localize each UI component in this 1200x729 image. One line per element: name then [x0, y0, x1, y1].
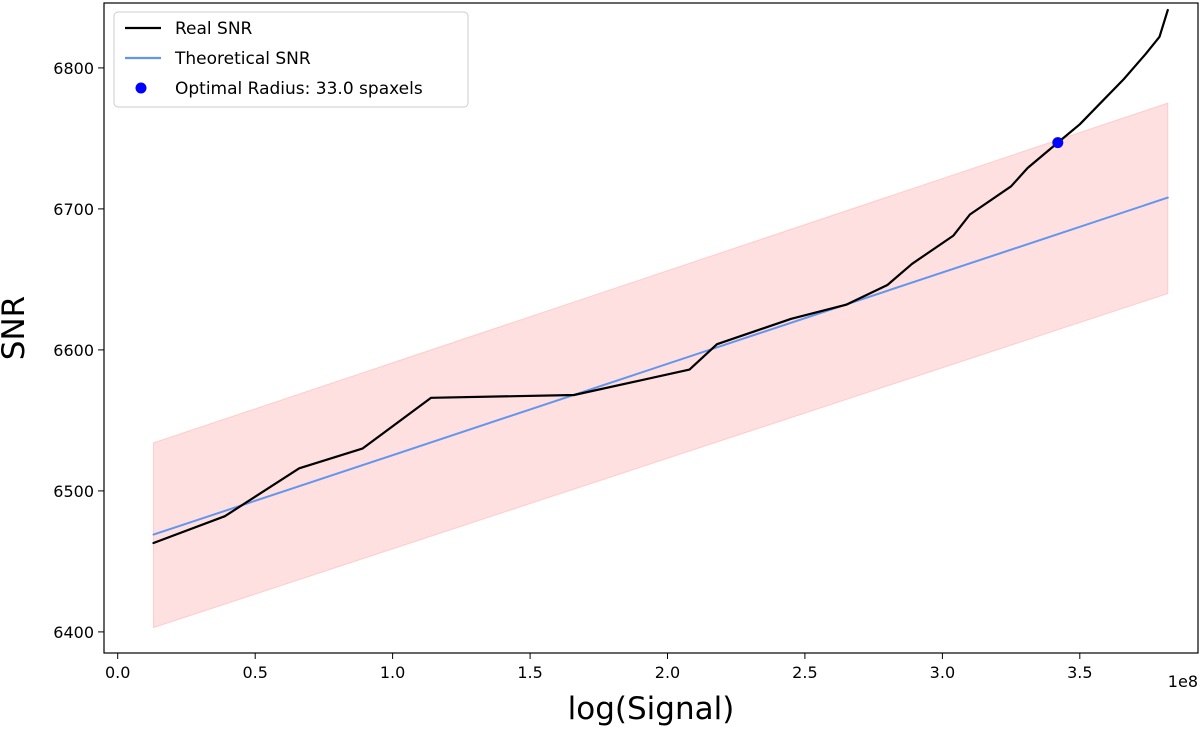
y-axis: 6400 6500 6600 6700 6800: [53, 59, 104, 642]
y-tick-label: 6700: [53, 200, 94, 219]
x-offset-label: 1e8: [1168, 672, 1198, 691]
x-tick-label: 0.0: [105, 663, 130, 682]
legend-real-snr-label: Real SNR: [175, 19, 253, 39]
x-tick-label: 2.5: [792, 663, 817, 682]
y-tick-label: 6600: [53, 341, 94, 360]
y-axis-title: SNR: [0, 296, 32, 360]
x-tick-label: 1.5: [517, 663, 542, 682]
x-tick-label: 1.0: [380, 663, 405, 682]
real-snr-line: [152, 8, 1169, 545]
x-tick-label: 2.0: [655, 663, 680, 682]
y-tick-label: 6500: [53, 482, 94, 501]
legend-theoretical-snr-label: Theoretical SNR: [174, 49, 311, 69]
legend-box: [113, 11, 469, 108]
x-tick-label: 0.5: [242, 663, 267, 682]
y-tick-label: 6800: [53, 59, 94, 78]
theoretical-snr-line: [152, 196, 1169, 536]
plot-data-layer: [152, 8, 1169, 629]
plot-frame: [103, 2, 1199, 654]
x-axis: 0.0 0.5 1.0 1.5 2.0 2.5 3.0 3.5: [105, 653, 1093, 682]
legend: Real SNR Theoretical SNR Optimal Radius:…: [113, 11, 469, 108]
x-tick-label: 3.5: [1067, 663, 1092, 682]
x-tick-label: 3.0: [930, 663, 955, 682]
optimal-radius-point: [1052, 137, 1064, 149]
legend-optimal-radius-label: Optimal Radius: 33.0 spaxels: [175, 79, 423, 99]
y-tick-label: 6400: [53, 623, 94, 642]
legend-optimal-radius-marker: [135, 82, 147, 94]
x-axis-title: log(Signal): [568, 691, 735, 727]
